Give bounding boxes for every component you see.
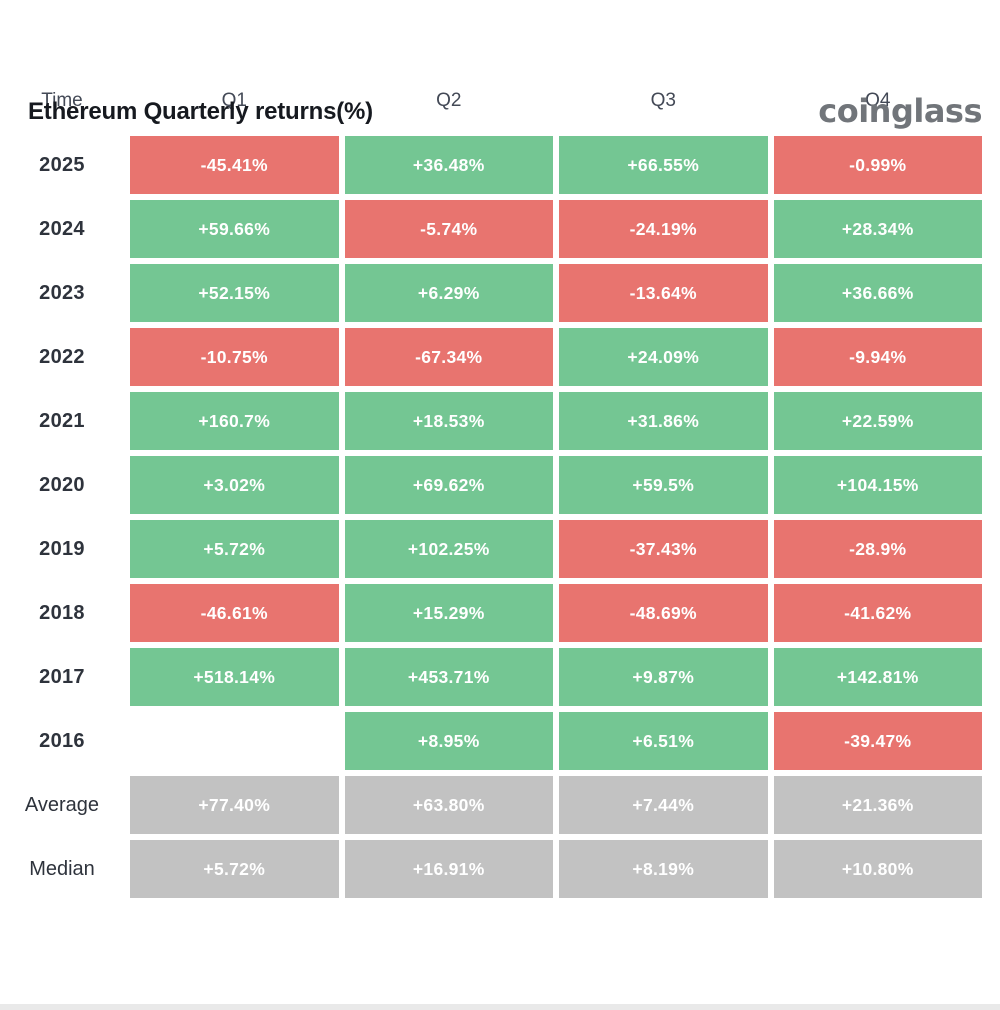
return-cell: -0.99% xyxy=(773,136,982,194)
return-cell: +160.7% xyxy=(130,392,339,450)
return-cell: +69.62% xyxy=(344,456,553,514)
return-cell: -39.47% xyxy=(773,712,982,770)
row-label: 2017 xyxy=(39,665,85,688)
return-cell: +6.51% xyxy=(559,712,768,770)
return-cell: +5.72% xyxy=(130,840,339,898)
return-cell: -45.41% xyxy=(130,136,339,194)
return-cell: +16.91% xyxy=(344,840,553,898)
return-cell: +453.71% xyxy=(344,648,553,706)
return-cell: +102.25% xyxy=(344,520,553,578)
return-cell: -13.64% xyxy=(559,264,768,322)
page-title: Ethereum Quarterly returns(%) xyxy=(28,98,373,125)
table-row: 2024 +59.66% -5.74% -24.19% +28.34% xyxy=(0,200,982,258)
return-cell: +8.19% xyxy=(559,840,768,898)
return-cell: -67.34% xyxy=(344,328,553,386)
row-label: 2016 xyxy=(39,729,85,752)
row-label: 2020 xyxy=(39,473,85,496)
table-row: 2025 -45.41% +36.48% +66.55% -0.99% xyxy=(0,136,982,194)
column-header-q1: Q1 xyxy=(221,90,247,111)
bottom-divider xyxy=(0,1004,1000,1010)
column-header-q3: Q3 xyxy=(650,90,676,111)
table-row: 2016 +8.95% +6.51% -39.47% xyxy=(0,712,982,770)
row-label: 2025 xyxy=(39,153,85,176)
return-cell: +22.59% xyxy=(773,392,982,450)
return-cell: -9.94% xyxy=(773,328,982,386)
table-row: 2018 -46.61% +15.29% -48.69% -41.62% xyxy=(0,584,982,642)
table-header: Time Q1 Q2 Q3 Q4 xyxy=(0,86,982,116)
coinglass-logo: coinglass xyxy=(818,92,982,130)
table-body: 2025 -45.41% +36.48% +66.55% -0.99% 2024 +59.6… xyxy=(0,136,1000,898)
table-row: 2017 +518.14% +453.71% +9.87% +142.81% xyxy=(0,648,982,706)
return-cell: +15.29% xyxy=(344,584,553,642)
table-row: Median +5.72% +16.91% +8.19% +10.80% xyxy=(0,840,982,898)
return-cell: +3.02% xyxy=(130,456,339,514)
row-label: 2024 xyxy=(39,217,85,240)
column-header-q2: Q2 xyxy=(436,90,462,111)
return-cell: +36.66% xyxy=(773,264,982,322)
row-label: 2019 xyxy=(39,537,85,560)
return-cell: +31.86% xyxy=(559,392,768,450)
return-cell: -48.69% xyxy=(559,584,768,642)
return-cell: -41.62% xyxy=(773,584,982,642)
return-cell: +10.80% xyxy=(773,840,982,898)
return-cell: -37.43% xyxy=(559,520,768,578)
row-label: Median xyxy=(29,857,95,880)
return-cell: +59.66% xyxy=(130,200,339,258)
return-cell: +5.72% xyxy=(130,520,339,578)
return-cell: +18.53% xyxy=(344,392,553,450)
return-cell: +77.40% xyxy=(130,776,339,834)
return-cell: +36.48% xyxy=(344,136,553,194)
column-header-time: Time xyxy=(41,90,83,111)
return-cell: -46.61% xyxy=(130,584,339,642)
table-row: 2019 +5.72% +102.25% -37.43% -28.9% xyxy=(0,520,982,578)
return-cell: +28.34% xyxy=(773,200,982,258)
table-row: Average +77.40% +63.80% +7.44% +21.36% xyxy=(0,776,982,834)
return-cell: +21.36% xyxy=(773,776,982,834)
table-row: 2020 +3.02% +69.62% +59.5% +104.15% xyxy=(0,456,982,514)
row-label: 2022 xyxy=(39,345,85,368)
return-cell: +7.44% xyxy=(559,776,768,834)
table-row: 2023 +52.15% +6.29% -13.64% +36.66% xyxy=(0,264,982,322)
return-cell xyxy=(130,712,339,770)
return-cell: +8.95% xyxy=(344,712,553,770)
return-cell: -24.19% xyxy=(559,200,768,258)
row-label: 2021 xyxy=(39,409,85,432)
return-cell: +63.80% xyxy=(344,776,553,834)
return-cell: +142.81% xyxy=(773,648,982,706)
return-cell: +24.09% xyxy=(559,328,768,386)
return-cell: +518.14% xyxy=(130,648,339,706)
return-cell: +104.15% xyxy=(773,456,982,514)
table-row: 2022 -10.75% -67.34% +24.09% -9.94% xyxy=(0,328,982,386)
return-cell: -5.74% xyxy=(344,200,553,258)
row-label: 2018 xyxy=(39,601,85,624)
return-cell: +66.55% xyxy=(559,136,768,194)
return-cell: +59.5% xyxy=(559,456,768,514)
return-cell: +9.87% xyxy=(559,648,768,706)
return-cell: +6.29% xyxy=(344,264,553,322)
quarterly-returns-panel: Ethereum Quarterly returns(%) coinglass … xyxy=(0,86,1000,1010)
column-header-q4: Q4 xyxy=(865,90,891,111)
return-cell: -28.9% xyxy=(773,520,982,578)
row-label: 2023 xyxy=(39,281,85,304)
row-label: Average xyxy=(24,793,100,816)
return-cell: -10.75% xyxy=(130,328,339,386)
table-row: 2021 +160.7% +18.53% +31.86% +22.59% xyxy=(0,392,982,450)
return-cell: +52.15% xyxy=(130,264,339,322)
